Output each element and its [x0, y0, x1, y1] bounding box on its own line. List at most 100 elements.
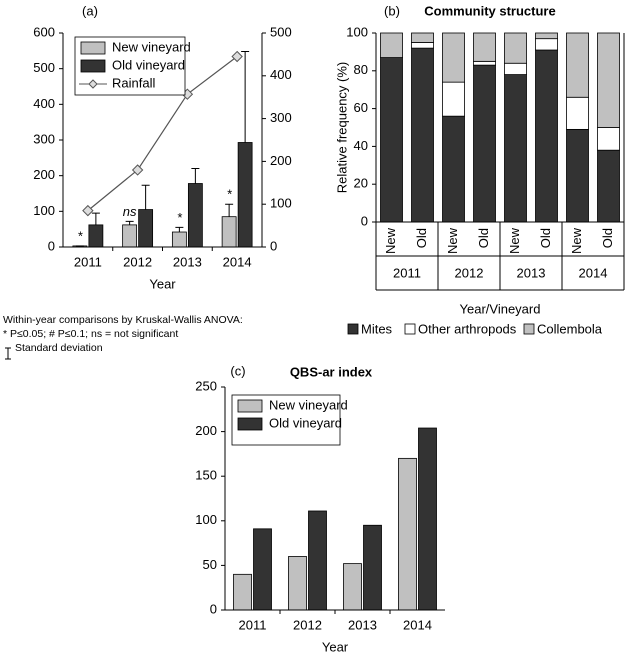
- group-label: 2012: [455, 265, 484, 280]
- line-marker: [131, 164, 144, 176]
- legend-label: New vineyard: [269, 397, 348, 412]
- y-tick-label: 80: [354, 62, 368, 77]
- legend-label: Mites: [361, 321, 393, 336]
- group-label: 2014: [579, 265, 608, 280]
- bar: [363, 524, 382, 611]
- bar-segment: [380, 57, 403, 223]
- y2-tick-label: 200: [270, 153, 292, 168]
- bar: [122, 224, 138, 248]
- x-tick-label: 2014: [403, 617, 432, 632]
- error-bar: [241, 51, 250, 143]
- footnote: Within-year comparisons by Kruskal-Walli…: [3, 314, 243, 326]
- legend-swatch: [237, 417, 263, 431]
- bar-segment: [473, 60, 496, 66]
- y2-tick-label: 300: [270, 110, 292, 125]
- legend-swatch: [347, 323, 359, 335]
- legend-label: Old vineyard: [112, 57, 185, 72]
- x-tick-label: New: [507, 227, 522, 254]
- y-tick-label: 100: [346, 24, 368, 39]
- y-tick-label: 60: [354, 100, 368, 115]
- footnote: * P≤0.05; # P≤0.1; ns = not significant: [3, 328, 178, 340]
- bar-segment: [473, 64, 496, 223]
- legend-marker: [88, 79, 98, 89]
- bar: [187, 183, 203, 248]
- bar-segment: [504, 32, 527, 64]
- bar-segment: [535, 49, 558, 223]
- x-tick-label: 2013: [173, 254, 202, 269]
- bar: [171, 231, 187, 248]
- error-bar: [225, 203, 234, 217]
- error-bar: [191, 168, 200, 184]
- legend-swatch: [404, 323, 416, 335]
- error-bar: [125, 220, 134, 225]
- line-marker: [82, 204, 94, 217]
- x-tick-label: 2011: [74, 254, 102, 269]
- x-tick-label: New: [383, 227, 398, 254]
- bar-segment: [473, 32, 496, 62]
- x-tick-label: 2012: [123, 254, 152, 269]
- bar: [233, 573, 252, 611]
- significance-annotation: *: [177, 210, 183, 225]
- legend-label: Collembola: [537, 321, 603, 336]
- x-tick-label: Old: [476, 228, 491, 248]
- line-series: [87, 56, 238, 212]
- x-tick-label: 2013: [348, 617, 377, 632]
- y-tick-label: 600: [33, 24, 55, 39]
- panel-label: (b): [384, 3, 400, 18]
- bar-segment: [411, 47, 434, 223]
- bar: [253, 528, 272, 611]
- bar-segment: [442, 81, 465, 117]
- legend-label: Old vineyard: [269, 415, 342, 430]
- group-label: 2011: [393, 265, 421, 280]
- legend-swatch: [523, 323, 535, 335]
- y-tick-label: 100: [33, 203, 55, 218]
- bar-segment: [597, 127, 620, 151]
- error-bar: [91, 212, 100, 225]
- x-tick-label: Old: [414, 228, 429, 248]
- x-tick-label: New: [445, 227, 460, 254]
- bar-segment: [566, 128, 589, 223]
- footnote: Standard deviation: [15, 342, 103, 354]
- bar-segment: [566, 96, 589, 130]
- y-tick-label: 150: [195, 468, 217, 483]
- sd-symbol: [5, 347, 11, 360]
- bar-segment: [504, 62, 527, 75]
- y2-tick-label: 500: [270, 24, 292, 39]
- bar-segment: [504, 74, 527, 223]
- bar-segment: [442, 115, 465, 223]
- y-tick-label: 0: [361, 213, 368, 228]
- bar-segment: [597, 32, 620, 128]
- bar: [288, 556, 307, 611]
- legend-label: Rainfall: [112, 75, 155, 90]
- legend-swatch: [80, 41, 106, 55]
- chart-title: QBS-ar index: [290, 364, 373, 379]
- y-tick-label: 300: [33, 131, 55, 146]
- error-bar: [175, 226, 184, 233]
- y-tick-label: 200: [33, 167, 55, 182]
- significance-annotation: *: [227, 187, 233, 202]
- bar-segment: [597, 149, 620, 223]
- bar-segment: [535, 38, 558, 51]
- bar: [418, 427, 437, 611]
- bar: [138, 209, 154, 248]
- significance-annotation: ns: [123, 204, 137, 219]
- legend-swatch: [237, 399, 263, 413]
- x-tick-label: Old: [600, 228, 615, 248]
- significance-annotation: *: [77, 228, 83, 243]
- error-bar: [141, 184, 150, 210]
- y-axis-title: Relative frequency (%): [334, 62, 349, 194]
- y-tick-label: 20: [354, 176, 368, 191]
- y-tick-label: 50: [203, 557, 217, 572]
- bar: [221, 216, 237, 248]
- legend-label: Other arthropods: [418, 321, 517, 336]
- y-tick-label: 400: [33, 96, 55, 111]
- bar-segment: [411, 32, 434, 43]
- legend-label: New vineyard: [112, 39, 191, 54]
- bar-segment: [380, 32, 403, 58]
- bar-segment: [535, 32, 558, 40]
- chart-title: Community structure: [424, 3, 555, 18]
- x-tick-label: 2012: [293, 617, 322, 632]
- y-tick-label: 0: [210, 601, 217, 616]
